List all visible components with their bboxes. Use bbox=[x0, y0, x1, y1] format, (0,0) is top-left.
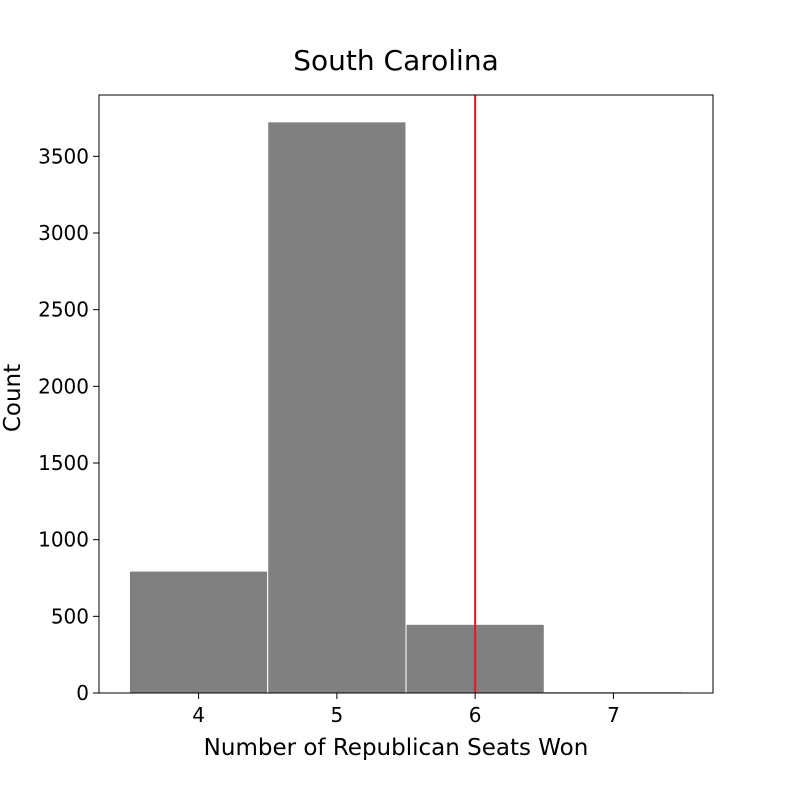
bar-4 bbox=[128, 570, 269, 694]
x-tick-label: 5 bbox=[330, 703, 343, 727]
y-axis: 0 500 1000 1500 2000 2500 3000 3500 bbox=[38, 144, 99, 705]
y-axis-title: Count bbox=[0, 364, 26, 432]
chart-title: South Carolina bbox=[293, 44, 498, 77]
y-tick-label: 3000 bbox=[38, 221, 89, 245]
x-tick-label: 4 bbox=[192, 703, 205, 727]
y-tick-label: 500 bbox=[51, 604, 89, 628]
y-tick-label: 1000 bbox=[38, 528, 89, 552]
x-axis: 4 5 6 7 bbox=[192, 693, 620, 727]
x-tick-label: 6 bbox=[469, 703, 482, 727]
x-axis-title: Number of Republican Seats Won bbox=[204, 735, 589, 761]
y-tick-label: 0 bbox=[76, 681, 89, 705]
y-tick-label: 3500 bbox=[38, 144, 89, 168]
y-tick-label: 1500 bbox=[38, 451, 89, 475]
y-tick-label: 2000 bbox=[38, 374, 89, 398]
y-tick-label: 2500 bbox=[38, 298, 89, 322]
bars-group bbox=[128, 121, 684, 694]
plot-frame bbox=[98, 94, 714, 694]
x-tick-label: 7 bbox=[607, 703, 620, 727]
bar-5 bbox=[267, 121, 407, 694]
